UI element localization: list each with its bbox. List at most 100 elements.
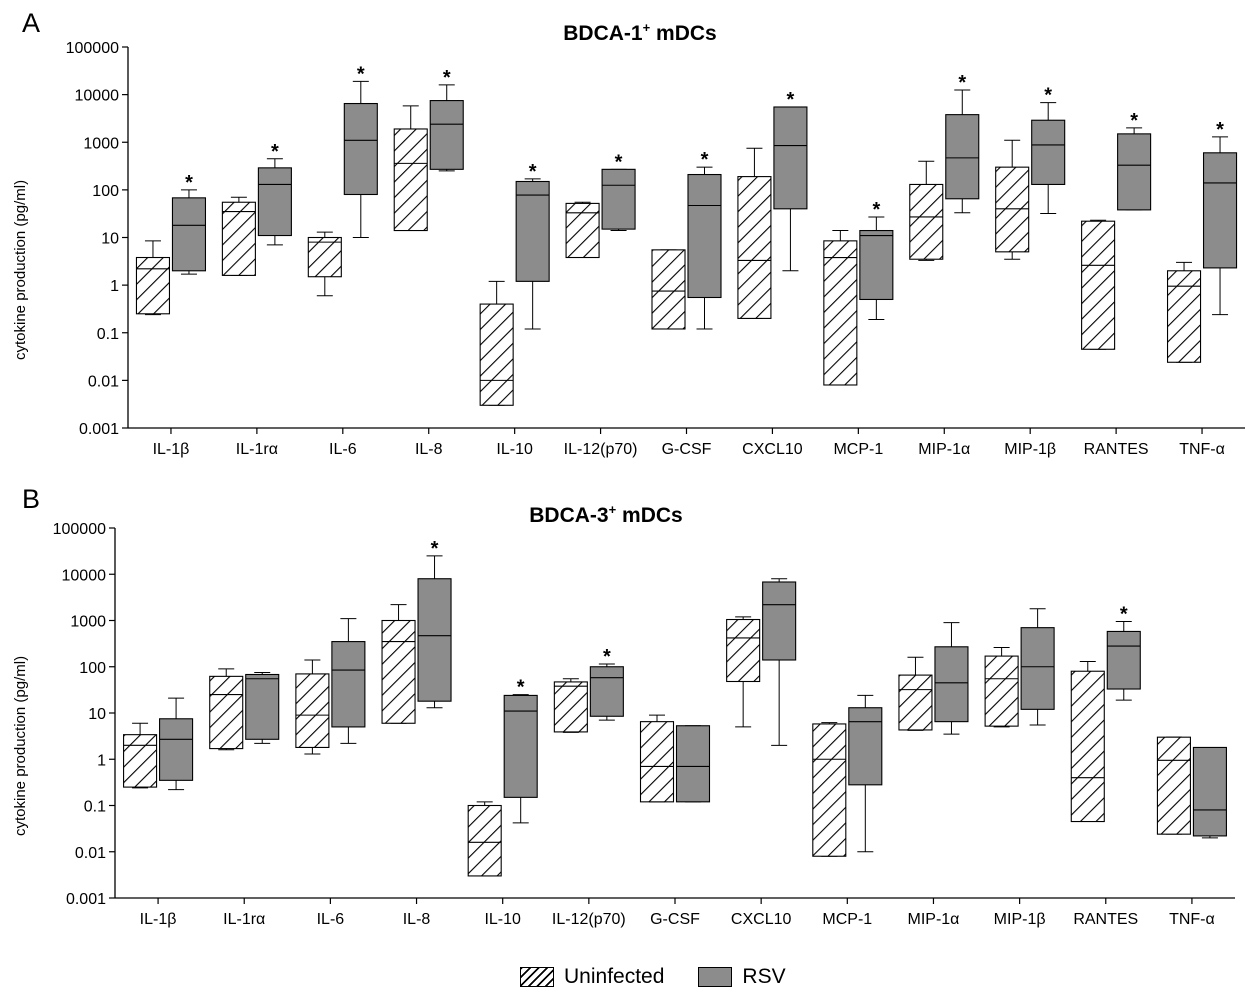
box-rsv xyxy=(762,581,797,661)
box-uninfected xyxy=(123,734,158,788)
significance-star: * xyxy=(185,172,193,194)
box-uninfected xyxy=(737,176,772,319)
x-tick-label-rantes: RANTES xyxy=(1073,911,1138,928)
legend-item-uninfected: Uninfected xyxy=(520,965,664,989)
box-rsv xyxy=(601,168,636,230)
box-uninfected xyxy=(1070,670,1105,823)
box-rsv xyxy=(1192,746,1227,837)
x-tick-label-il-6: IL-6 xyxy=(329,441,357,458)
box-uninfected xyxy=(1156,736,1191,835)
box-uninfected xyxy=(651,249,686,330)
significance-star: * xyxy=(787,89,795,111)
y-tick-label: 0.1 xyxy=(84,799,106,816)
y-tick-label: 100000 xyxy=(66,40,119,57)
box-rsv xyxy=(945,114,980,200)
box-rsv xyxy=(429,100,464,170)
box-uninfected xyxy=(467,804,502,877)
x-tick-label-il-1r: IL-1rα xyxy=(223,911,265,928)
significance-star: * xyxy=(603,646,611,668)
box-rsv xyxy=(417,578,452,702)
legend-item-rsv: RSV xyxy=(698,965,786,989)
box-uninfected xyxy=(565,202,600,259)
y-tick-label: 10 xyxy=(88,706,106,723)
y-tick-label: 1 xyxy=(110,278,119,295)
chart-b: 0.001 0.01 0.1 1 10 100 1000 10000 100000 IL-1β IL… xyxy=(53,521,1235,928)
box-rsv xyxy=(848,707,883,786)
significance-star: * xyxy=(1044,85,1052,107)
panel-a-letter: A xyxy=(22,8,41,38)
x-tick-label-mcp-1: MCP-1 xyxy=(833,441,883,458)
box-rsv xyxy=(503,694,538,798)
legend-label-uninfected: Uninfected xyxy=(564,965,665,988)
significance-star: * xyxy=(357,63,365,85)
box-uninfected xyxy=(135,256,171,315)
x-tick-label-il-1: IL-1β xyxy=(153,441,190,458)
x-tick-label-g-csf: G-CSF xyxy=(662,441,712,458)
chart-a: 0.001 0.01 0.1 1 10 100 1000 10000 100000 IL-1β * I… xyxy=(66,40,1245,458)
hatch-swatch-icon xyxy=(520,967,554,987)
significance-star: * xyxy=(615,151,623,173)
box-rsv xyxy=(1202,152,1238,269)
y-tick-label: 1000 xyxy=(83,135,119,152)
y-tick-label: 100000 xyxy=(53,521,106,538)
box-uninfected xyxy=(209,675,244,750)
panel-b-title-rest: mDCs xyxy=(616,504,683,527)
box-rsv xyxy=(859,229,894,301)
y-tick-label: 0.001 xyxy=(79,421,119,438)
x-tick-label-il-12-p70: IL-12(p70) xyxy=(552,911,626,928)
x-tick-label-mip-1: MIP-1β xyxy=(994,911,1046,928)
box-uninfected xyxy=(1081,220,1116,350)
box-rsv xyxy=(675,725,711,803)
significance-star: * xyxy=(701,149,709,171)
significance-star: * xyxy=(1216,119,1224,141)
box-rsv xyxy=(245,673,280,740)
legend-label-rsv: RSV xyxy=(742,965,786,988)
panel-a-title: BDCA-1+ mDCs xyxy=(440,20,840,46)
box-rsv xyxy=(159,718,194,781)
x-tick-label-il-10: IL-10 xyxy=(496,441,533,458)
y-tick-label: 0.1 xyxy=(97,326,119,343)
box-uninfected xyxy=(553,681,588,733)
x-tick-label-rantes: RANTES xyxy=(1084,441,1149,458)
y-tick-label: 0.01 xyxy=(75,845,106,862)
box-uninfected xyxy=(307,236,342,278)
box-uninfected xyxy=(479,303,514,406)
box-rsv xyxy=(1117,133,1152,211)
x-tick-label-mcp-1: MCP-1 xyxy=(822,911,872,928)
box-uninfected xyxy=(984,655,1019,727)
box-rsv xyxy=(171,197,207,272)
significance-star: * xyxy=(872,199,880,221)
x-tick-label-mip-1: MIP-1α xyxy=(918,441,970,458)
box-rsv xyxy=(331,641,366,728)
box-rsv xyxy=(687,173,722,299)
box-rsv xyxy=(343,102,378,196)
y-tick-label: 10000 xyxy=(75,88,120,105)
x-tick-label-il-12-p70: IL-12(p70) xyxy=(564,441,638,458)
box-uninfected xyxy=(726,618,761,683)
significance-star: * xyxy=(517,677,525,699)
significance-star: * xyxy=(443,67,451,89)
panel-a-title-rest: mDCs xyxy=(650,22,717,45)
box-uninfected xyxy=(1166,270,1202,363)
y-tick-label: 1000 xyxy=(70,614,106,631)
box-rsv xyxy=(1106,630,1141,690)
panel-b-title-main: BDCA-3 xyxy=(529,504,609,527)
box-uninfected xyxy=(812,723,847,857)
y-tick-label: 10000 xyxy=(62,567,107,584)
box-uninfected xyxy=(381,619,416,724)
x-tick-label-cxcl10: CXCL10 xyxy=(731,911,792,928)
x-tick-label-mip-1: MIP-1α xyxy=(908,911,960,928)
box-rsv xyxy=(1020,627,1055,710)
panel-a-title-sup: + xyxy=(642,20,651,35)
box-uninfected xyxy=(898,674,933,731)
gray-swatch-icon xyxy=(698,967,733,987)
box-rsv xyxy=(934,646,969,723)
x-tick-label-tnf: TNF-α xyxy=(1169,911,1215,928)
x-tick-label-il-8: IL-8 xyxy=(415,441,443,458)
significance-star: * xyxy=(431,538,439,560)
significance-star: * xyxy=(1130,110,1138,132)
y-tick-label: 0.01 xyxy=(88,373,119,390)
box-uninfected xyxy=(823,240,858,386)
x-tick-label-il-1: IL-1β xyxy=(140,911,177,928)
legend: Uninfected RSV xyxy=(520,962,820,992)
